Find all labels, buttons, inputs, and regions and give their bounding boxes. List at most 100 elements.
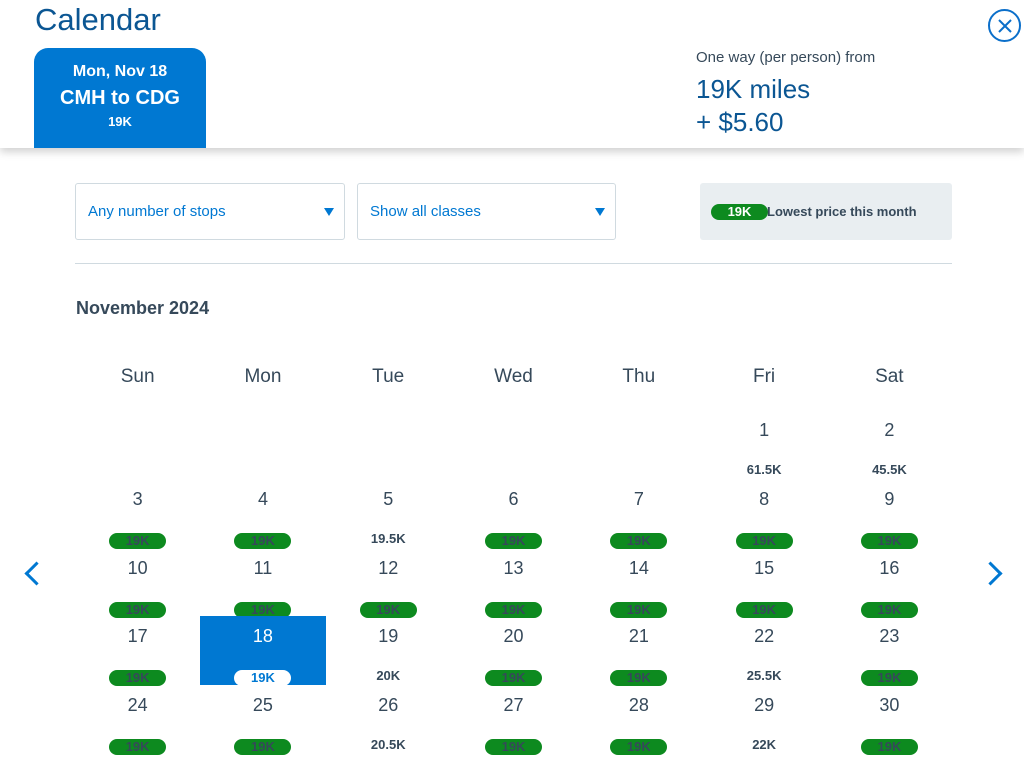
lowest-price-badge: 19K bbox=[109, 670, 167, 687]
trip-route: CMH to CDG bbox=[60, 87, 180, 109]
calendar-day-cell[interactable]: 1 61.5K bbox=[701, 410, 826, 479]
day-number: 18 bbox=[252, 626, 273, 647]
calendar-day-cell[interactable]: 6 19K bbox=[451, 479, 576, 549]
day-number: 6 bbox=[508, 488, 519, 509]
chevron-left-icon[interactable] bbox=[20, 560, 44, 584]
calendar-day-cell[interactable]: 17 19K bbox=[75, 616, 200, 687]
legend-text: Lowest price this month bbox=[767, 204, 917, 219]
day-number: 28 bbox=[628, 695, 649, 715]
stops-select-value: Any number of stops bbox=[88, 203, 226, 220]
calendar-empty-cell bbox=[576, 410, 701, 479]
calendar-day-cell[interactable]: 3 19K bbox=[75, 479, 200, 549]
day-number: 27 bbox=[503, 695, 524, 715]
calendar-day-cell[interactable]: 29 22K bbox=[701, 685, 826, 754]
calendar-day-cell[interactable]: 21 19K bbox=[576, 616, 701, 687]
day-number: 16 bbox=[879, 557, 900, 578]
day-number: 23 bbox=[879, 626, 900, 647]
lowest-price-badge: 19K bbox=[485, 601, 543, 618]
lowest-price-badge: 19K bbox=[234, 739, 292, 755]
weekday-label: Thu bbox=[622, 366, 656, 387]
weekday-label: Mon bbox=[244, 366, 282, 387]
calendar-day-cell[interactable]: 30 19K bbox=[827, 685, 952, 755]
lowest-price-badge: 19K bbox=[610, 601, 668, 618]
calendar-day-cell[interactable]: 14 19K bbox=[576, 548, 701, 618]
close-icon[interactable] bbox=[988, 9, 1021, 42]
weekday-label: Fri bbox=[752, 366, 776, 387]
day-number: 26 bbox=[378, 695, 399, 715]
stops-select[interactable]: Any number of stops bbox=[75, 183, 345, 240]
fare-summary: One way (per person) from 19K miles + $5… bbox=[696, 49, 875, 138]
day-number: 25 bbox=[252, 695, 273, 715]
calendar-day-cell[interactable]: 18 19K bbox=[200, 616, 326, 687]
day-number: 15 bbox=[754, 557, 775, 578]
lowest-price-badge: 19K bbox=[109, 739, 167, 755]
lowest-price-badge: 19K bbox=[860, 670, 918, 687]
day-number: 17 bbox=[127, 626, 148, 647]
day-number: 1 bbox=[759, 420, 770, 440]
lowest-price-badge: 19K bbox=[234, 601, 292, 618]
calendar-day-cell[interactable]: 15 19K bbox=[701, 548, 826, 618]
lowest-price-badge: 19K bbox=[485, 670, 543, 687]
lowest-price-badge: 19K bbox=[109, 532, 167, 549]
day-number: 24 bbox=[127, 695, 148, 715]
day-number: 9 bbox=[884, 488, 895, 509]
calendar-day-cell[interactable]: 26 20.5K bbox=[326, 685, 451, 754]
calendar-day-cell[interactable]: 8 19K bbox=[701, 479, 826, 549]
day-number: 2 bbox=[884, 420, 895, 440]
day-price: 19.5K bbox=[370, 530, 406, 546]
lowest-price-badge: 19K bbox=[860, 601, 918, 618]
day-price: 25.5K bbox=[746, 668, 782, 684]
weekday-label: Tue bbox=[372, 366, 405, 387]
calendar-day-cell[interactable]: 22 25.5K bbox=[701, 616, 826, 685]
chevron-right-icon[interactable] bbox=[982, 560, 1006, 584]
day-price: 22K bbox=[752, 737, 777, 752]
lowest-price-badge: 19K bbox=[610, 739, 668, 755]
calendar-day-cell[interactable]: 11 19K bbox=[200, 548, 325, 618]
calendar-day-cell[interactable]: 5 19.5K bbox=[326, 479, 451, 548]
lowest-price-badge: 19K bbox=[860, 532, 918, 549]
calendar-day-cell[interactable]: 2 45.5K bbox=[827, 410, 952, 479]
lowest-price-badge: 19K bbox=[735, 532, 793, 549]
calendar-day-cell[interactable]: 19 20K bbox=[326, 616, 451, 685]
calendar-grid: 1 61.5K 2 45.5K 3 19K 4 19K 5 19.5K 6 19K 7 19K 8 19K 9 1… bbox=[75, 410, 952, 755]
day-price: 61.5K bbox=[746, 462, 782, 477]
weekday-label: Sat bbox=[875, 366, 904, 387]
calendar-day-cell[interactable]: 23 19K bbox=[827, 616, 952, 687]
day-number: 22 bbox=[754, 626, 775, 647]
day-number: 4 bbox=[257, 488, 268, 509]
fare-miles: 19K miles bbox=[696, 74, 811, 104]
day-number: 12 bbox=[378, 557, 399, 578]
lowest-price-badge: 19K bbox=[109, 601, 167, 618]
lowest-price-badge: 19K bbox=[610, 670, 668, 687]
calendar-day-cell[interactable]: 20 19K bbox=[451, 616, 576, 687]
day-number: 30 bbox=[879, 695, 900, 715]
trip-tab[interactable]: Mon, Nov 18 CMH to CDG 19K bbox=[34, 48, 206, 148]
calendar-day-cell[interactable]: 7 19K bbox=[576, 479, 701, 549]
calendar-day-cell[interactable]: 16 19K bbox=[827, 548, 952, 618]
calendar-day-cell[interactable]: 9 19K bbox=[827, 479, 952, 549]
calendar-header: Calendar Mon, Nov 18 CMH to CDG 19K One … bbox=[0, 0, 1024, 148]
day-number: 5 bbox=[383, 488, 394, 509]
lowest-price-badge: 19K bbox=[485, 532, 543, 549]
lowest-price-badge: 19K bbox=[234, 532, 292, 549]
lowest-price-badge: 19K bbox=[610, 532, 668, 549]
calendar-day-cell[interactable]: 27 19K bbox=[451, 685, 576, 755]
day-number: 11 bbox=[253, 557, 273, 578]
day-number: 14 bbox=[628, 557, 649, 578]
class-select[interactable]: Show all classes bbox=[357, 183, 616, 240]
lowest-price-badge: 19K bbox=[234, 670, 292, 687]
day-price: 20K bbox=[376, 668, 401, 684]
calendar-day-cell[interactable]: 25 19K bbox=[200, 685, 325, 755]
calendar-day-cell[interactable]: 12 19K bbox=[326, 548, 451, 618]
day-number: 21 bbox=[628, 626, 649, 647]
lowest-price-badge: 19K bbox=[359, 601, 417, 618]
calendar-day-cell[interactable]: 24 19K bbox=[75, 685, 200, 755]
weekday-header: Sun Mon Tue Wed Thu Fri Sat bbox=[75, 366, 952, 388]
calendar-day-cell[interactable]: 4 19K bbox=[200, 479, 325, 549]
calendar-day-cell[interactable]: 28 19K bbox=[576, 685, 701, 755]
calendar-empty-cell bbox=[326, 410, 451, 479]
month-title: November 2024 bbox=[76, 298, 210, 318]
calendar-day-cell[interactable]: 13 19K bbox=[451, 548, 576, 618]
calendar-empty-cell bbox=[200, 410, 325, 479]
calendar-day-cell[interactable]: 10 19K bbox=[75, 548, 200, 618]
